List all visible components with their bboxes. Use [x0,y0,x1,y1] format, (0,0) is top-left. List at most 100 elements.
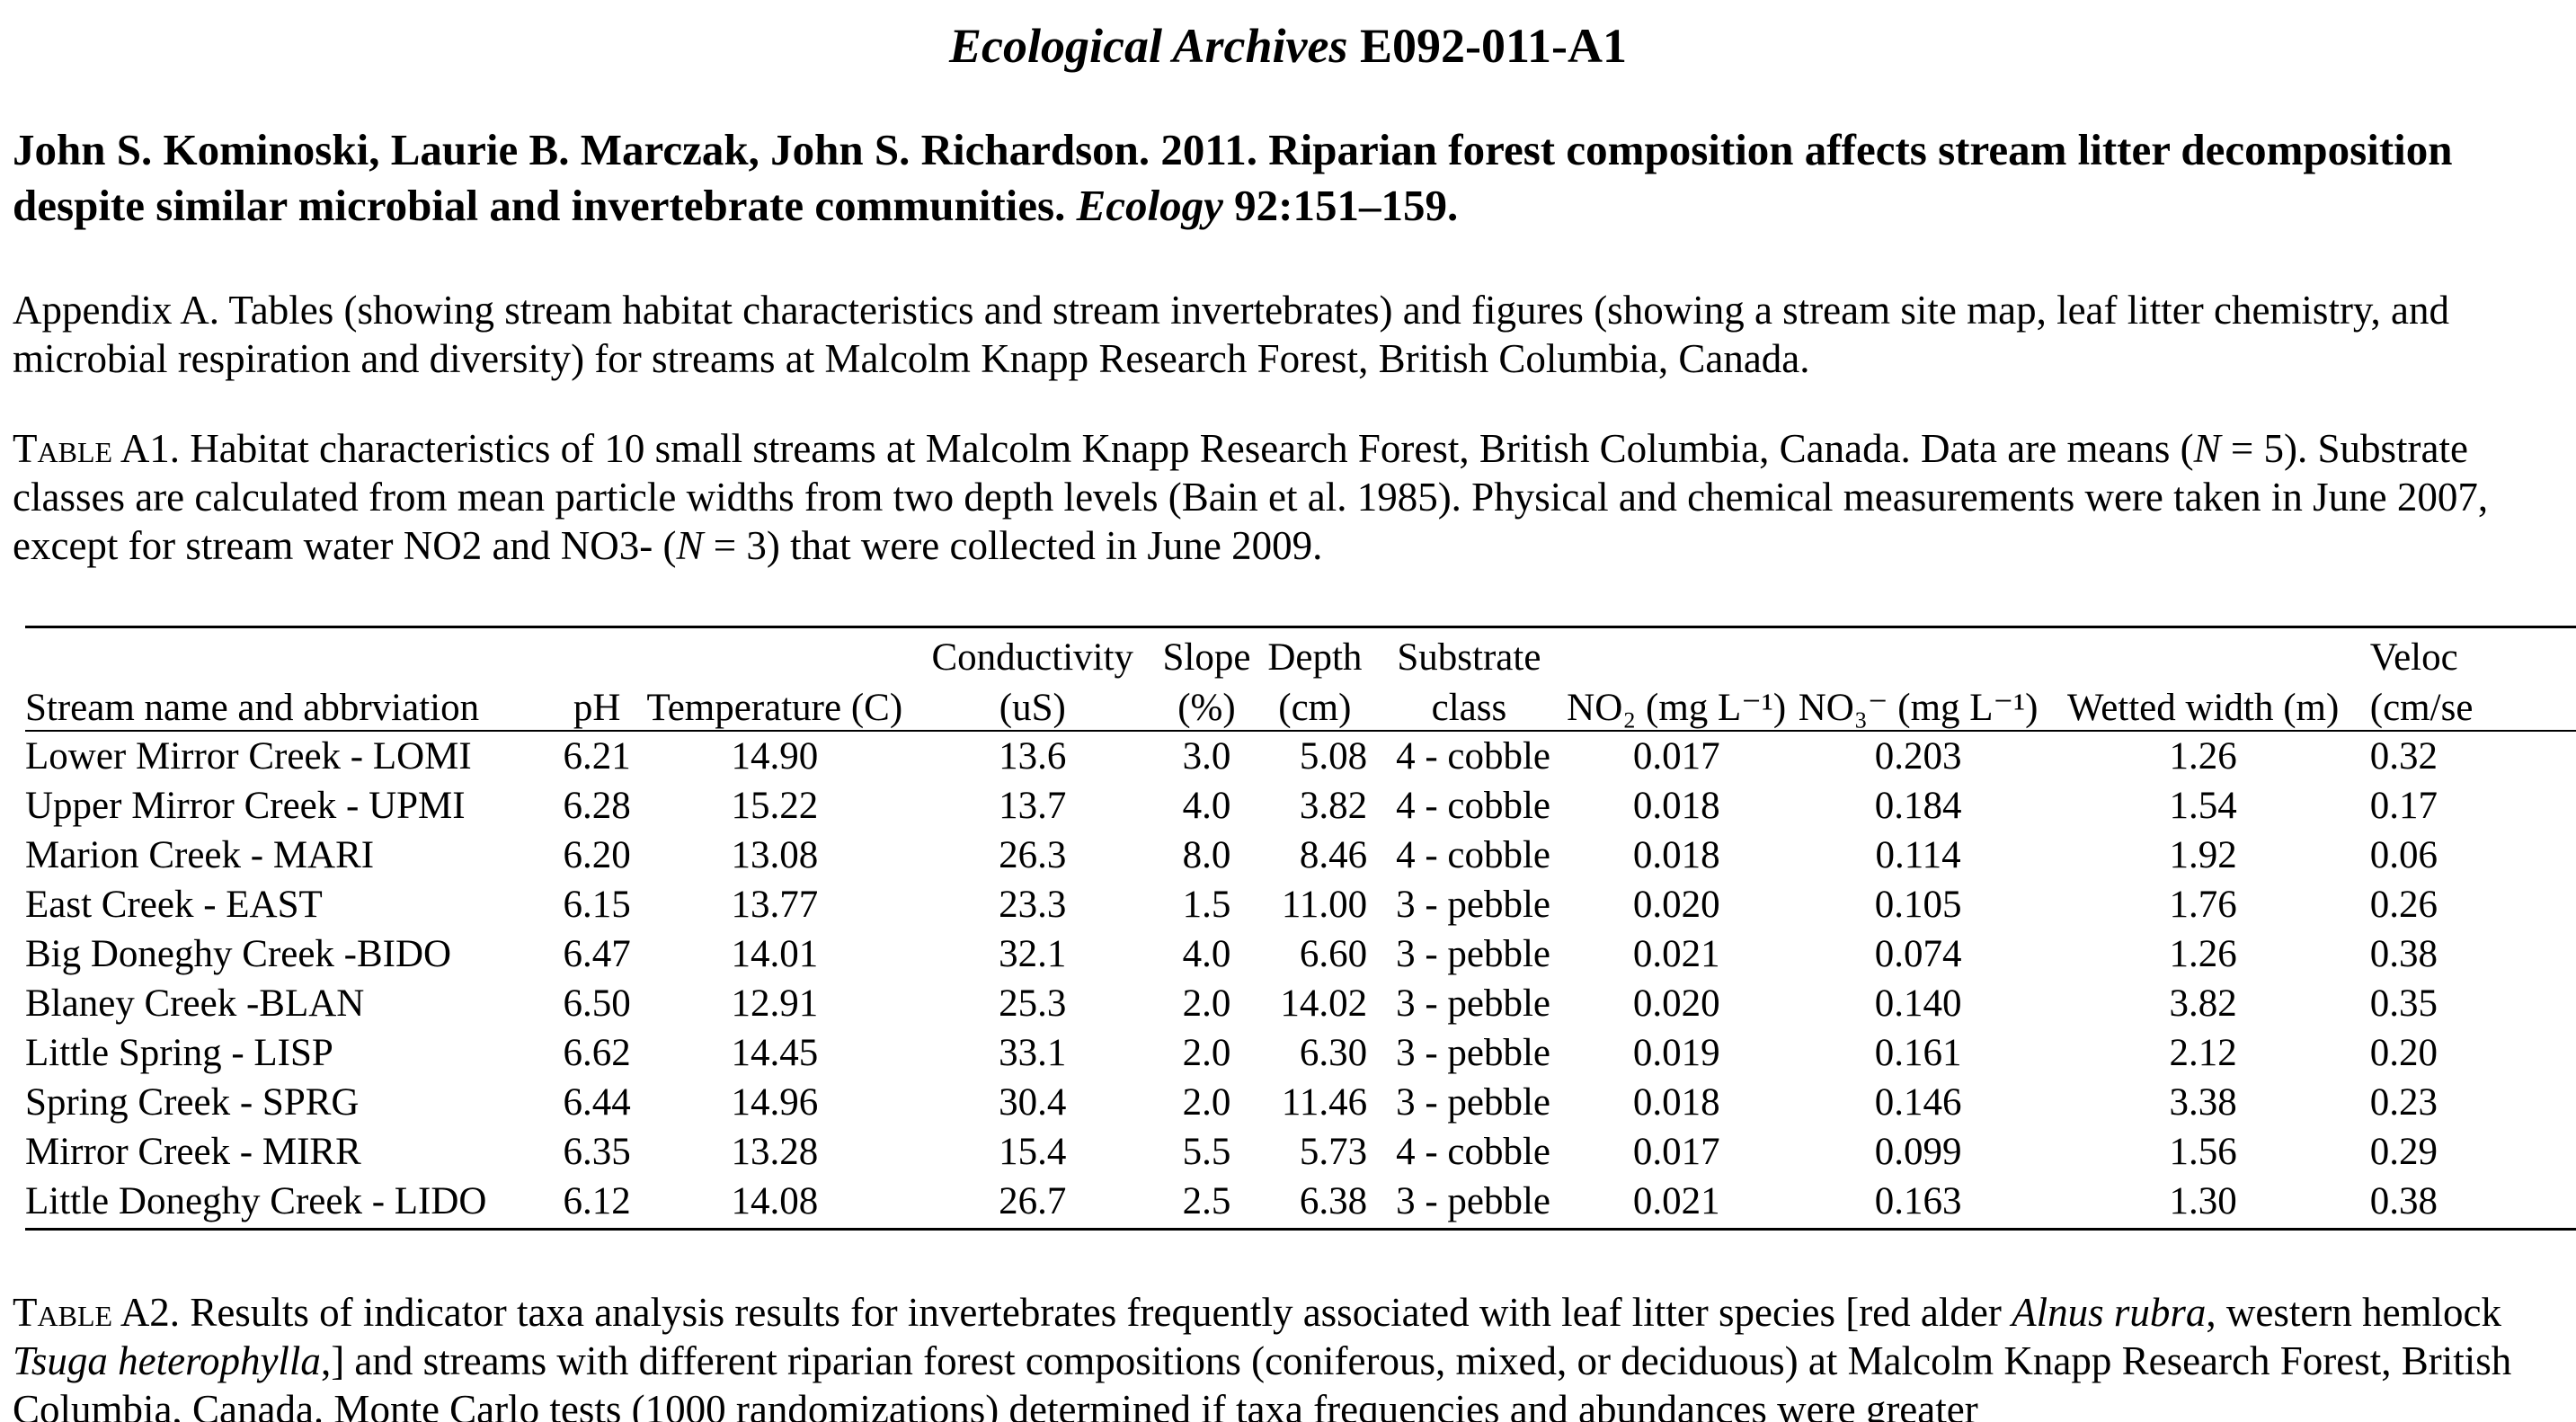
no2-cell: 0.020 [1632,884,1720,926]
table-top-rule [25,626,2576,628]
depth-cell: 3.82 [1299,785,1368,827]
column-header: (uS) [914,680,1151,732]
velocity-cell: 0.32 [2369,735,2438,778]
table-row: Lower Mirror Creek - LOMI 6.21 14.90 13.6 3.… [25,731,2576,781]
header-top-cell: Conductivity [931,636,1134,679]
stream-name-cell: Spring Creek - SPRG [25,1081,360,1124]
archive-name: Ecological Archives [949,19,1348,73]
column-header: (cm) [1262,680,1379,732]
table-row: Little Spring - LISP 6.62 14.45 33.1 2.0 6.30… [25,1028,2576,1078]
stream-name-cell: Lower Mirror Creek - LOMI [25,735,472,778]
table-a1-caption: Table A1. Habitat characteristics of 10 … [13,424,2565,570]
table-a1-label: Table [13,426,113,471]
slope-cell: 4.0 [1182,933,1231,975]
table-a2-caption-part-3: ,] and streams with different riparian f… [13,1338,2512,1422]
column-header: pH [559,680,635,732]
table-header-row-top: Conductivity Slope Depth Substrate Veloc [25,626,2576,680]
header-top-cell: Slope [1162,636,1251,679]
citation-authors-title: John S. Kominoski, Laurie B. Marczak, Jo… [13,125,2453,230]
temperature-cell: 13.28 [731,1131,819,1173]
temperature-cell: 13.08 [731,834,819,876]
substrate-cell: 3 - pebble [1396,884,1551,926]
column-header: class [1378,680,1560,732]
stream-name-cell: East Creek - EAST [25,884,323,926]
table-a2-caption-part-1: Results of indicator taxa analysis resul… [180,1290,2012,1335]
table-row: Little Doneghy Creek - LIDO 6.12 14.08 26.7… [25,1177,2576,1226]
substrate-cell: 4 - cobble [1396,735,1551,778]
conductivity-cell: 32.1 [999,933,1067,975]
temperature-cell: 14.08 [731,1180,819,1222]
table-row: Big Doneghy Creek -BIDO 6.47 14.01 32.1 4.0 6… [25,929,2576,979]
no2-cell: 0.019 [1632,1032,1720,1074]
citation-volume-pages: 92:151–159. [1234,181,1459,230]
header-top-cell [1793,626,2044,680]
conductivity-cell: 33.1 [999,1032,1067,1074]
no3-cell: 0.146 [1874,1081,1962,1124]
column-header: Temperature (C) [635,680,915,732]
ph-cell: 6.12 [563,1180,631,1222]
substrate-cell: 3 - pebble [1396,1032,1551,1074]
table-row: Mirror Creek - MIRR 6.35 13.28 15.4 5.5 5.73 4… [25,1127,2576,1177]
velocity-cell: 0.35 [2369,982,2438,1025]
stream-name-cell: Little Spring - LISP [25,1032,333,1074]
temperature-cell: 15.22 [731,785,819,827]
temperature-cell: 12.91 [731,982,819,1025]
substrate-cell: 4 - cobble [1396,1131,1551,1173]
no2-cell: 0.017 [1632,735,1720,778]
stream-name-cell: Mirror Creek - MIRR [25,1131,361,1173]
header-top-cell [1560,626,1793,680]
depth-cell: 6.30 [1299,1032,1368,1074]
header-top-cell [2044,626,2363,680]
habitat-table: Conductivity Slope Depth Substrate Veloc… [25,626,2576,1226]
column-header: Stream name and abbrviation [25,680,560,732]
wetted-width-cell: 1.30 [2169,1180,2237,1222]
conductivity-cell: 13.6 [999,735,1067,778]
table-row: Marion Creek - MARI 6.20 13.08 26.3 8.0 8.46 4… [25,831,2576,880]
table-header-row: Stream name and abbrviation pH Temperatu… [25,680,2576,732]
depth-cell: 11.00 [1281,884,1368,926]
header-top-cell: Substrate [1397,636,1541,679]
substrate-cell: 3 - pebble [1396,1081,1551,1124]
wetted-width-cell: 3.38 [2169,1081,2237,1124]
table-a2-caption: Table A2. Results of indicator taxa anal… [13,1288,2565,1422]
column-header: (cm/se [2362,680,2576,732]
conductivity-cell: 13.7 [999,785,1067,827]
velocity-cell: 0.20 [2369,1032,2438,1074]
stream-name-cell: Upper Mirror Creek - UPMI [25,785,466,827]
ph-cell: 6.50 [563,982,631,1025]
depth-cell: 11.46 [1281,1081,1368,1124]
depth-cell: 8.46 [1299,834,1368,876]
table-row: East Creek - EAST 6.15 13.77 23.3 1.5 11.00 3 … [25,880,2576,929]
substrate-cell: 3 - pebble [1396,982,1551,1025]
header-top-cell: Veloc [2369,636,2458,679]
substrate-cell: 4 - cobble [1396,785,1551,827]
depth-cell: 6.60 [1299,933,1368,975]
table-bottom-rule [25,1228,2576,1231]
archive-code: E092-011-A1 [1359,19,1627,73]
substrate-cell: 3 - pebble [1396,1180,1551,1222]
stream-name-cell: Little Doneghy Creek - LIDO [25,1180,487,1222]
table-a1-number: A1. [112,426,181,471]
velocity-cell: 0.38 [2369,933,2438,975]
depth-cell: 14.02 [1280,982,1368,1025]
no2-cell: 0.021 [1632,933,1720,975]
conductivity-cell: 23.3 [999,884,1067,926]
velocity-cell: 0.17 [2369,785,2438,827]
ph-cell: 6.62 [563,1032,631,1074]
ph-cell: 6.35 [563,1131,631,1173]
wetted-width-cell: 1.54 [2169,785,2237,827]
wetted-width-cell: 2.12 [2169,1032,2237,1074]
header-top-cell: Depth [1267,636,1363,679]
temperature-cell: 14.96 [731,1081,819,1124]
stream-name-cell: Big Doneghy Creek -BIDO [25,933,452,975]
no2-cell: 0.017 [1632,1131,1720,1173]
header-top-cell [635,626,914,680]
table-a1-caption-n: N [2193,426,2221,471]
velocity-cell: 0.06 [2369,834,2438,876]
no3-cell: 0.184 [1874,785,1962,827]
header-top-cell [25,626,559,680]
wetted-width-cell: 3.82 [2169,982,2237,1025]
no3-cell: 0.114 [1875,834,1961,876]
slope-cell: 4.0 [1182,785,1231,827]
conductivity-cell: 30.4 [999,1081,1067,1124]
